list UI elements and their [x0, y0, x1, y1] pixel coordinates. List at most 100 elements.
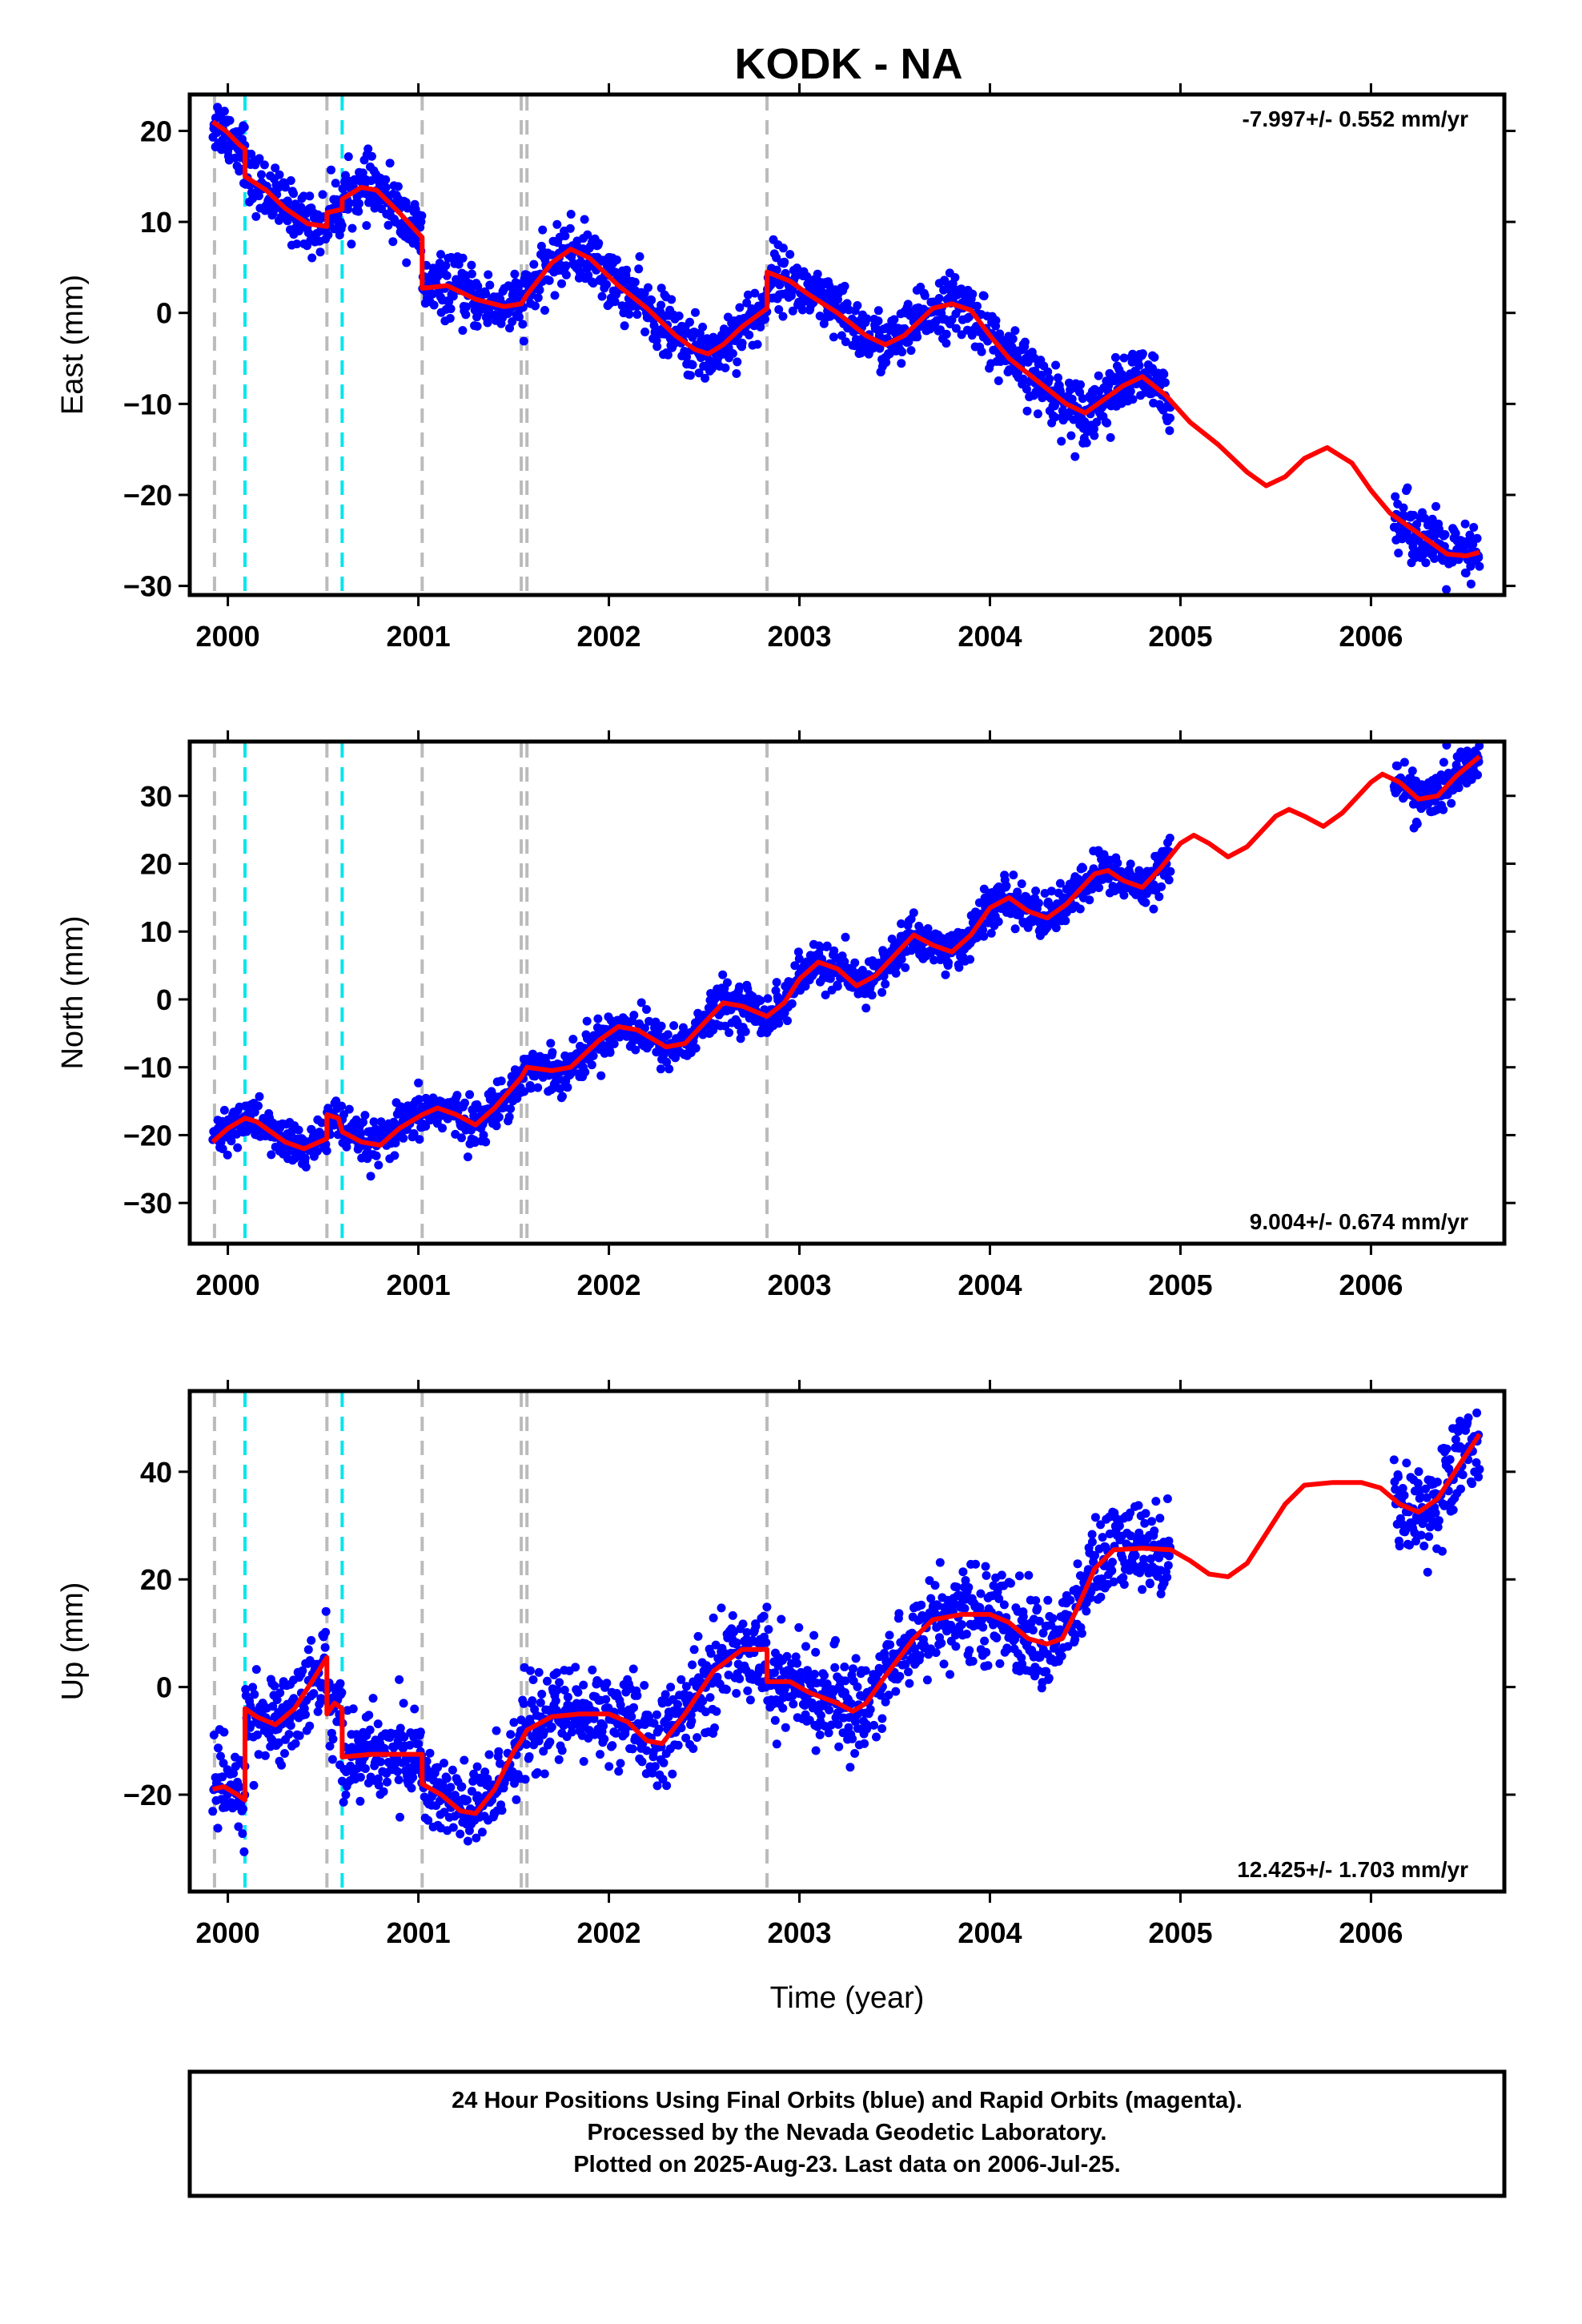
data-point	[979, 931, 989, 941]
data-point	[472, 1833, 481, 1843]
data-point	[551, 1696, 560, 1706]
data-point	[305, 1721, 315, 1731]
data-point	[315, 247, 325, 257]
data-point	[555, 1678, 564, 1687]
data-point	[461, 310, 471, 320]
data-point	[295, 1731, 304, 1740]
data-point	[388, 237, 398, 247]
data-point	[383, 1777, 391, 1787]
data-point	[673, 1740, 683, 1750]
data-point	[545, 1737, 555, 1747]
data-point	[561, 270, 571, 279]
data-point	[838, 1728, 848, 1738]
data-point	[402, 258, 412, 267]
data-point	[218, 1772, 227, 1782]
data-point	[593, 1014, 603, 1023]
data-point	[496, 1076, 506, 1086]
data-point	[652, 342, 662, 352]
data-point	[705, 1693, 715, 1703]
data-point	[772, 1739, 781, 1749]
data-point	[604, 1762, 614, 1771]
data-point	[341, 1790, 351, 1799]
data-point	[668, 1769, 677, 1779]
data-point	[216, 1137, 226, 1147]
data-point	[331, 179, 340, 188]
data-point	[710, 1723, 719, 1732]
data-point	[292, 239, 302, 249]
data-point	[644, 283, 652, 292]
y-axis-label: East (mm)	[56, 275, 90, 415]
data-point	[1104, 381, 1114, 390]
data-point	[533, 1083, 543, 1092]
data-point	[399, 1133, 408, 1143]
data-point	[895, 1671, 905, 1681]
data-point	[815, 1730, 825, 1739]
data-point	[813, 269, 822, 279]
data-point	[693, 1631, 703, 1641]
data-point	[280, 1749, 289, 1758]
data-point	[865, 1705, 875, 1715]
data-point	[369, 1117, 379, 1127]
data-point	[424, 1815, 433, 1825]
data-point	[761, 1638, 771, 1647]
data-point	[790, 961, 800, 971]
data-point	[840, 1663, 849, 1671]
data-point	[944, 958, 953, 967]
data-point	[327, 1755, 337, 1764]
data-point	[1119, 353, 1129, 363]
data-point	[1082, 438, 1091, 448]
data-point	[492, 1726, 501, 1735]
data-point	[721, 1685, 731, 1695]
data-point	[930, 1581, 940, 1590]
data-point	[824, 1728, 833, 1738]
data-point	[1475, 742, 1484, 750]
data-point	[756, 996, 765, 1005]
data-point	[1452, 760, 1461, 770]
data-point	[338, 184, 347, 193]
data-point	[725, 1028, 734, 1037]
data-point	[844, 1723, 853, 1732]
data-point	[1094, 883, 1104, 892]
data-point	[552, 1685, 562, 1695]
data-point	[995, 1659, 1005, 1668]
data-point	[547, 1723, 556, 1731]
data-point	[669, 1021, 679, 1031]
data-point	[608, 1741, 617, 1751]
data-point	[966, 955, 975, 964]
data-point	[389, 1743, 399, 1752]
data-point	[957, 284, 966, 294]
x-tick-label: 2005	[1148, 620, 1212, 653]
data-point	[811, 1647, 821, 1657]
data-point	[654, 1724, 664, 1734]
data-point	[539, 1727, 548, 1737]
data-point	[658, 1775, 668, 1784]
data-point	[481, 1137, 491, 1147]
data-point	[321, 1627, 331, 1637]
data-point	[1393, 761, 1402, 770]
data-point	[383, 220, 393, 230]
data-point	[850, 1749, 860, 1758]
data-point	[1469, 523, 1479, 532]
data-point	[663, 350, 673, 360]
data-point	[547, 250, 556, 259]
data-point	[983, 1661, 993, 1671]
data-point	[632, 1691, 642, 1700]
data-point	[873, 306, 883, 316]
data-point	[884, 1691, 893, 1700]
data-point	[317, 1118, 327, 1128]
data-point	[772, 265, 781, 275]
data-point	[442, 271, 452, 280]
data-point	[616, 1759, 625, 1768]
data-point	[620, 321, 629, 331]
data-point	[483, 318, 492, 328]
data-point	[557, 1746, 567, 1755]
data-point	[255, 154, 264, 163]
data-point	[1015, 1667, 1025, 1676]
data-point	[347, 223, 357, 233]
data-point	[681, 1682, 691, 1691]
data-point	[274, 1738, 283, 1747]
data-point	[1022, 406, 1032, 416]
data-point	[291, 1739, 300, 1748]
